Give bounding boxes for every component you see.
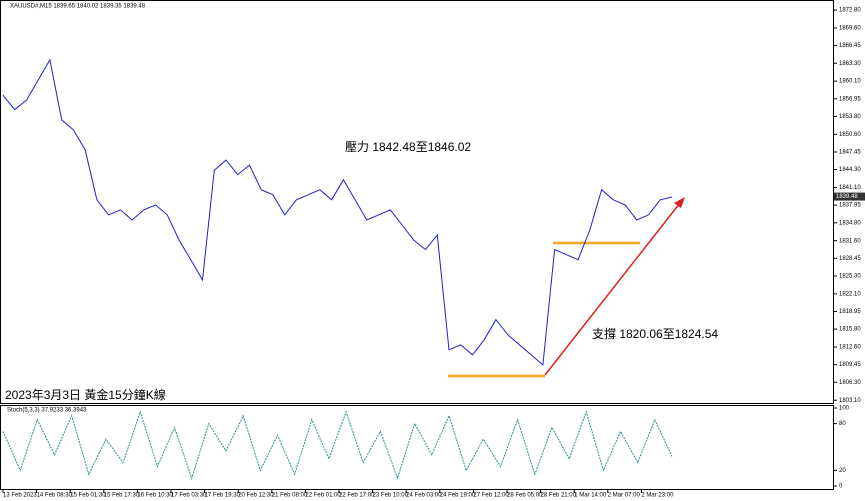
y-tick-label: 1825.30 [839, 274, 861, 280]
last-price-box [834, 192, 865, 201]
x-tick-label: 16 Feb 10:30 [137, 493, 173, 499]
y-tick-label: 1815.80 [839, 327, 861, 333]
x-tick-label: 20 Feb 12:30 [238, 493, 274, 499]
price-line [2, 58, 673, 366]
y-tick-label: 1844.30 [839, 167, 861, 173]
x-tick-label: 24 Feb 19:00 [440, 493, 476, 499]
y-tick-label: 1850.60 [839, 132, 861, 138]
y-tick-label: 1869.60 [839, 26, 861, 32]
y-tick-label: 1863.30 [839, 61, 861, 67]
x-tick-label: 13 Feb 2023 [3, 493, 37, 499]
x-tick-label: 23 Feb 10:00 [373, 493, 409, 499]
date-note: 2023年3月3日 黃金15分鐘K線 [5, 387, 166, 402]
y-tick-label: 1853.80 [839, 114, 861, 120]
trend-arrow [544, 202, 681, 376]
y-tick-label: 1837.95 [839, 203, 861, 209]
x-tick-label: 22 Feb 17:00 [339, 493, 375, 499]
stoch-tick-label: 20 [839, 468, 846, 474]
stoch-title: Stoch(5,3,3) 37.9233 36.3943 [7, 408, 87, 414]
stoch-tick-label: 80 [839, 421, 846, 427]
x-tick-label: 17 Feb 19:30 [205, 493, 241, 499]
y-tick-label: 1803.10 [839, 398, 861, 404]
main-frame [0, 0, 834, 404]
x-tick-label: 28 Feb 05:00 [507, 493, 543, 499]
x-tick-label: 17 Feb 03:30 [171, 493, 207, 499]
x-tick-label: 1 Mar 14:00 [574, 493, 607, 499]
stoch-tick-label: 100 [839, 406, 850, 412]
y-tick-label: 1818.95 [839, 309, 861, 315]
chart-title: XAUUSD#,M15 1839.65 1840.02 1839.35 1839… [10, 4, 146, 10]
y-tick-label: 1806.30 [839, 380, 861, 386]
price-line [2, 410, 673, 480]
x-tick-label: 2 Mar 23:00 [641, 493, 674, 499]
x-tick-label: 21 Feb 08:00 [272, 493, 308, 499]
y-tick-label: 1872.80 [839, 8, 861, 14]
x-tick-label: 27 Feb 12:00 [473, 493, 509, 499]
y-tick-label: 1856.95 [839, 96, 861, 102]
x-tick-label: 22 Feb 01:00 [305, 493, 341, 499]
y-tick-label: 1809.45 [839, 362, 861, 368]
arrow-head [674, 197, 685, 208]
y-tick-label: 1860.10 [839, 79, 861, 85]
y-tick-label: 1831.60 [839, 238, 861, 244]
x-tick-label: 15 Feb 01:30 [70, 493, 106, 499]
x-tick-label: 2 Mar 07:00 [608, 493, 641, 499]
last-price: 1839.48 [836, 194, 858, 200]
x-tick-label: 14 Feb 08:30 [37, 493, 73, 499]
x-tick-label: 15 Feb 17:30 [104, 493, 140, 499]
y-tick-label: 1866.45 [839, 43, 861, 49]
stoch-tick-label: 0 [839, 484, 843, 490]
resistance-note: 壓力 1842.48至1846.02 [345, 140, 471, 154]
y-tick-label: 1812.60 [839, 345, 861, 351]
x-tick-label: 28 Feb 21:00 [541, 493, 577, 499]
stoch-frame [0, 405, 834, 490]
y-tick-label: 1828.45 [839, 256, 861, 262]
y-tick-label: 1841.10 [839, 185, 861, 191]
x-tick-label: 24 Feb 03:00 [406, 493, 442, 499]
support-note: 支撐 1820.06至1824.54 [592, 327, 718, 341]
y-tick-label: 1834.80 [839, 220, 861, 226]
y-tick-label: 1822.10 [839, 291, 861, 297]
y-tick-label: 1847.45 [839, 150, 861, 156]
